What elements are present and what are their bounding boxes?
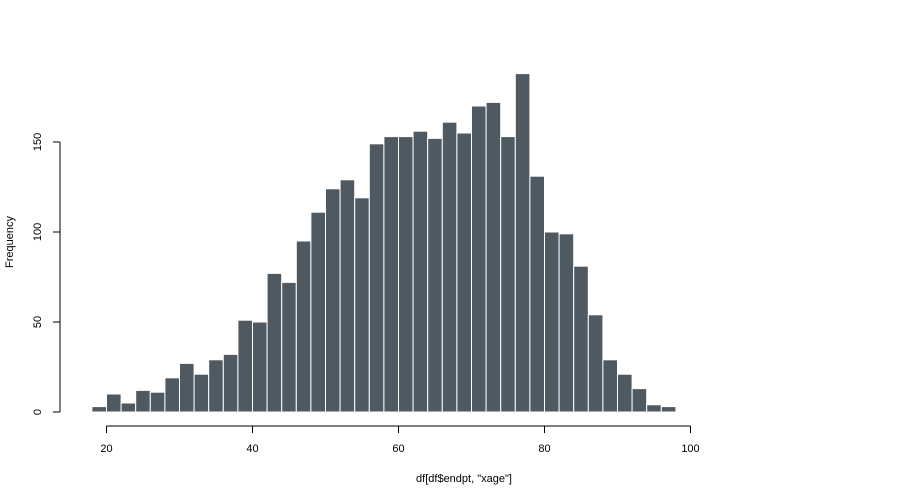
histogram-bar (164, 377, 180, 413)
histogram-bar (383, 136, 399, 413)
histogram-bar (193, 373, 210, 413)
histogram-bar (412, 130, 429, 413)
x-tick-label: 80 (538, 443, 550, 455)
histogram-bar (281, 281, 297, 413)
histogram-bar (617, 373, 633, 413)
histogram-bar (368, 143, 385, 413)
y-tick-label: 0 (32, 409, 44, 415)
x-tick-label: 60 (392, 443, 404, 455)
histogram-bar (602, 359, 619, 413)
histogram-bar (222, 353, 239, 413)
x-tick-label: 40 (246, 443, 258, 455)
y-tick-label: 150 (32, 133, 44, 151)
histogram-bar (237, 319, 253, 413)
histogram-bar (514, 73, 531, 413)
y-tick-label: 100 (32, 223, 44, 241)
histogram-bar (456, 132, 472, 413)
histogram-bar (558, 233, 575, 413)
histogram-bar (295, 240, 312, 413)
histogram-bar (339, 179, 356, 413)
histogram-bar (252, 321, 268, 413)
histogram-bar (485, 101, 502, 413)
y-axis-title: Frequency (4, 216, 16, 268)
histogram-bar (106, 393, 122, 413)
x-tick-label: 20 (100, 443, 112, 455)
histogram-bar (120, 402, 137, 413)
histogram-bar (427, 137, 443, 413)
histogram-bar (529, 175, 546, 413)
histogram-bar (646, 404, 662, 413)
histogram-bar (135, 389, 151, 413)
x-axis-title: df[df$endpt, "xage"] (416, 473, 512, 485)
histogram-bar (310, 211, 326, 413)
histogram-bar (573, 265, 589, 413)
histogram-bar (441, 121, 458, 413)
histogram-bar (208, 359, 224, 413)
histogram-bar (325, 188, 341, 413)
histogram-bar (471, 105, 487, 413)
histogram-bar (179, 362, 195, 413)
histogram-bar (631, 388, 648, 413)
histogram-bar (500, 136, 516, 413)
histogram-bar (544, 231, 560, 413)
histogram-bar (398, 136, 414, 413)
histogram-bar (91, 406, 108, 413)
y-tick-label: 50 (32, 316, 44, 328)
histogram-bar (660, 406, 677, 413)
x-tick-label: 100 (681, 443, 699, 455)
histogram-bar (354, 197, 370, 413)
y-axis: 0 50 100 150 (32, 133, 61, 415)
x-axis: 20 40 60 80 100 (100, 425, 700, 455)
histogram-bar (266, 272, 283, 413)
histogram-bar (149, 391, 166, 413)
histogram-bars (91, 73, 677, 413)
histogram-bar (587, 314, 604, 413)
